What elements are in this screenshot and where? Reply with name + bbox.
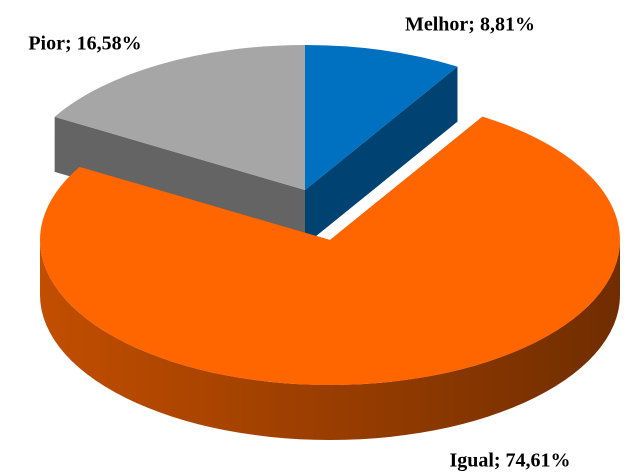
slice-wall [305, 66, 458, 245]
slice-top [305, 45, 458, 190]
pie-slice [54, 45, 306, 245]
pie-slice [305, 45, 458, 245]
slice-side-shade [40, 240, 620, 440]
slice-top [54, 45, 306, 190]
data-label: Igual; 74,61% [449, 450, 570, 472]
data-label: Melhor; 8,81% [405, 14, 535, 36]
data-label: Pior; 16,58% [28, 33, 141, 55]
slice-top [39, 116, 620, 385]
pie-slice [39, 116, 620, 440]
slice-wall [54, 116, 306, 245]
